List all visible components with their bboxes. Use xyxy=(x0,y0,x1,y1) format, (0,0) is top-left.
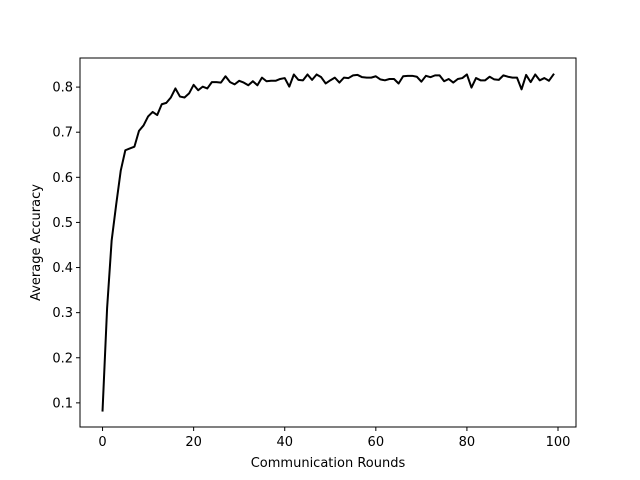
plot-area xyxy=(101,73,555,412)
x-tick-label: 60 xyxy=(368,435,385,450)
y-tick-label: 0.5 xyxy=(52,216,73,231)
x-axis-label: Communication Rounds xyxy=(251,456,406,471)
x-tick-label: 80 xyxy=(459,435,476,450)
x-axis: 0 20 40 60 80 100 xyxy=(98,427,570,450)
x-tick-label: 0 xyxy=(98,435,106,450)
y-tick-label: 0.3 xyxy=(52,306,73,321)
y-tick-label: 0.6 xyxy=(52,171,73,186)
y-tick-label: 0.2 xyxy=(52,351,73,366)
accuracy-series-line xyxy=(101,73,555,412)
x-tick-label: 20 xyxy=(185,435,202,450)
y-tick-label: 0.7 xyxy=(52,126,73,141)
x-tick-label: 100 xyxy=(546,435,571,450)
y-tick-label: 0.1 xyxy=(52,396,73,411)
x-tick-label: 40 xyxy=(276,435,293,450)
axes-frame xyxy=(79,57,577,428)
y-axis: 0.1 0.2 0.3 0.4 0.5 0.6 0.7 0.8 xyxy=(52,81,80,411)
y-tick-label: 0.4 xyxy=(52,261,73,276)
y-axis-label: Average Accuracy xyxy=(29,184,44,301)
y-tick-label: 0.8 xyxy=(52,81,73,96)
